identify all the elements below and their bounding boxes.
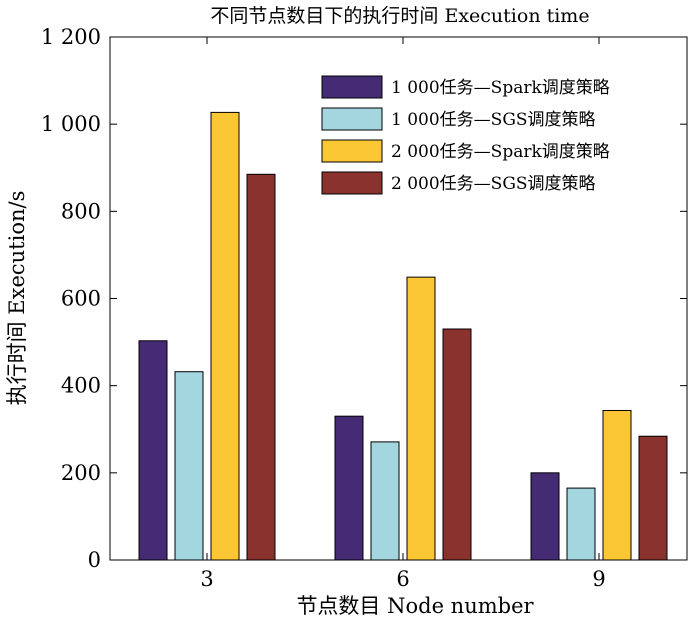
bar: [334, 415, 364, 561]
chart-title: 不同节点数目下的执行时间 Execution time: [210, 5, 589, 27]
y-axis: 0 200 400 600 800 1 000 1 200: [41, 25, 687, 572]
y-tick-label: 400: [61, 374, 101, 398]
x-axis: 3 6 9: [200, 37, 606, 591]
legend-label: 2 000任务—SGS调度策略: [391, 174, 596, 194]
x-tick-label: 6: [396, 567, 409, 591]
legend-swatch: [321, 171, 383, 195]
y-tick-label: 1 200: [41, 25, 101, 49]
bar: [530, 472, 560, 561]
bar: [210, 111, 240, 561]
y-tick-label: 0: [88, 548, 101, 572]
legend-swatch: [321, 75, 383, 99]
bar: [174, 371, 204, 561]
legend-label: 2 000任务—Spark调度策略: [391, 142, 610, 162]
x-tick-label: 9: [592, 567, 605, 591]
legend-swatch: [321, 107, 383, 131]
y-tick-label: 800: [61, 199, 101, 223]
x-axis-label: 节点数目 Node number: [296, 594, 534, 618]
legend: 1 000任务—Spark调度策略 1 000任务—SGS调度策略 2 000任务—…: [321, 75, 610, 195]
y-tick-label: 200: [61, 461, 101, 485]
bar: [370, 441, 400, 561]
bar: [246, 173, 276, 561]
bar: [138, 340, 168, 561]
bar: [638, 435, 668, 561]
bars-group: [138, 111, 668, 561]
legend-label: 1 000任务—SGS调度策略: [391, 110, 596, 130]
y-tick-label: 1 000: [41, 112, 101, 136]
bar: [566, 487, 596, 561]
legend-swatch: [321, 139, 383, 163]
bar: [442, 328, 472, 561]
y-tick-label: 600: [61, 287, 101, 311]
legend-label: 1 000任务—Spark调度策略: [391, 78, 610, 98]
bar: [406, 276, 436, 561]
bar: [602, 410, 632, 561]
y-axis-label: 执行时间 Execution/s: [5, 191, 29, 406]
x-tick-label: 3: [200, 567, 213, 591]
